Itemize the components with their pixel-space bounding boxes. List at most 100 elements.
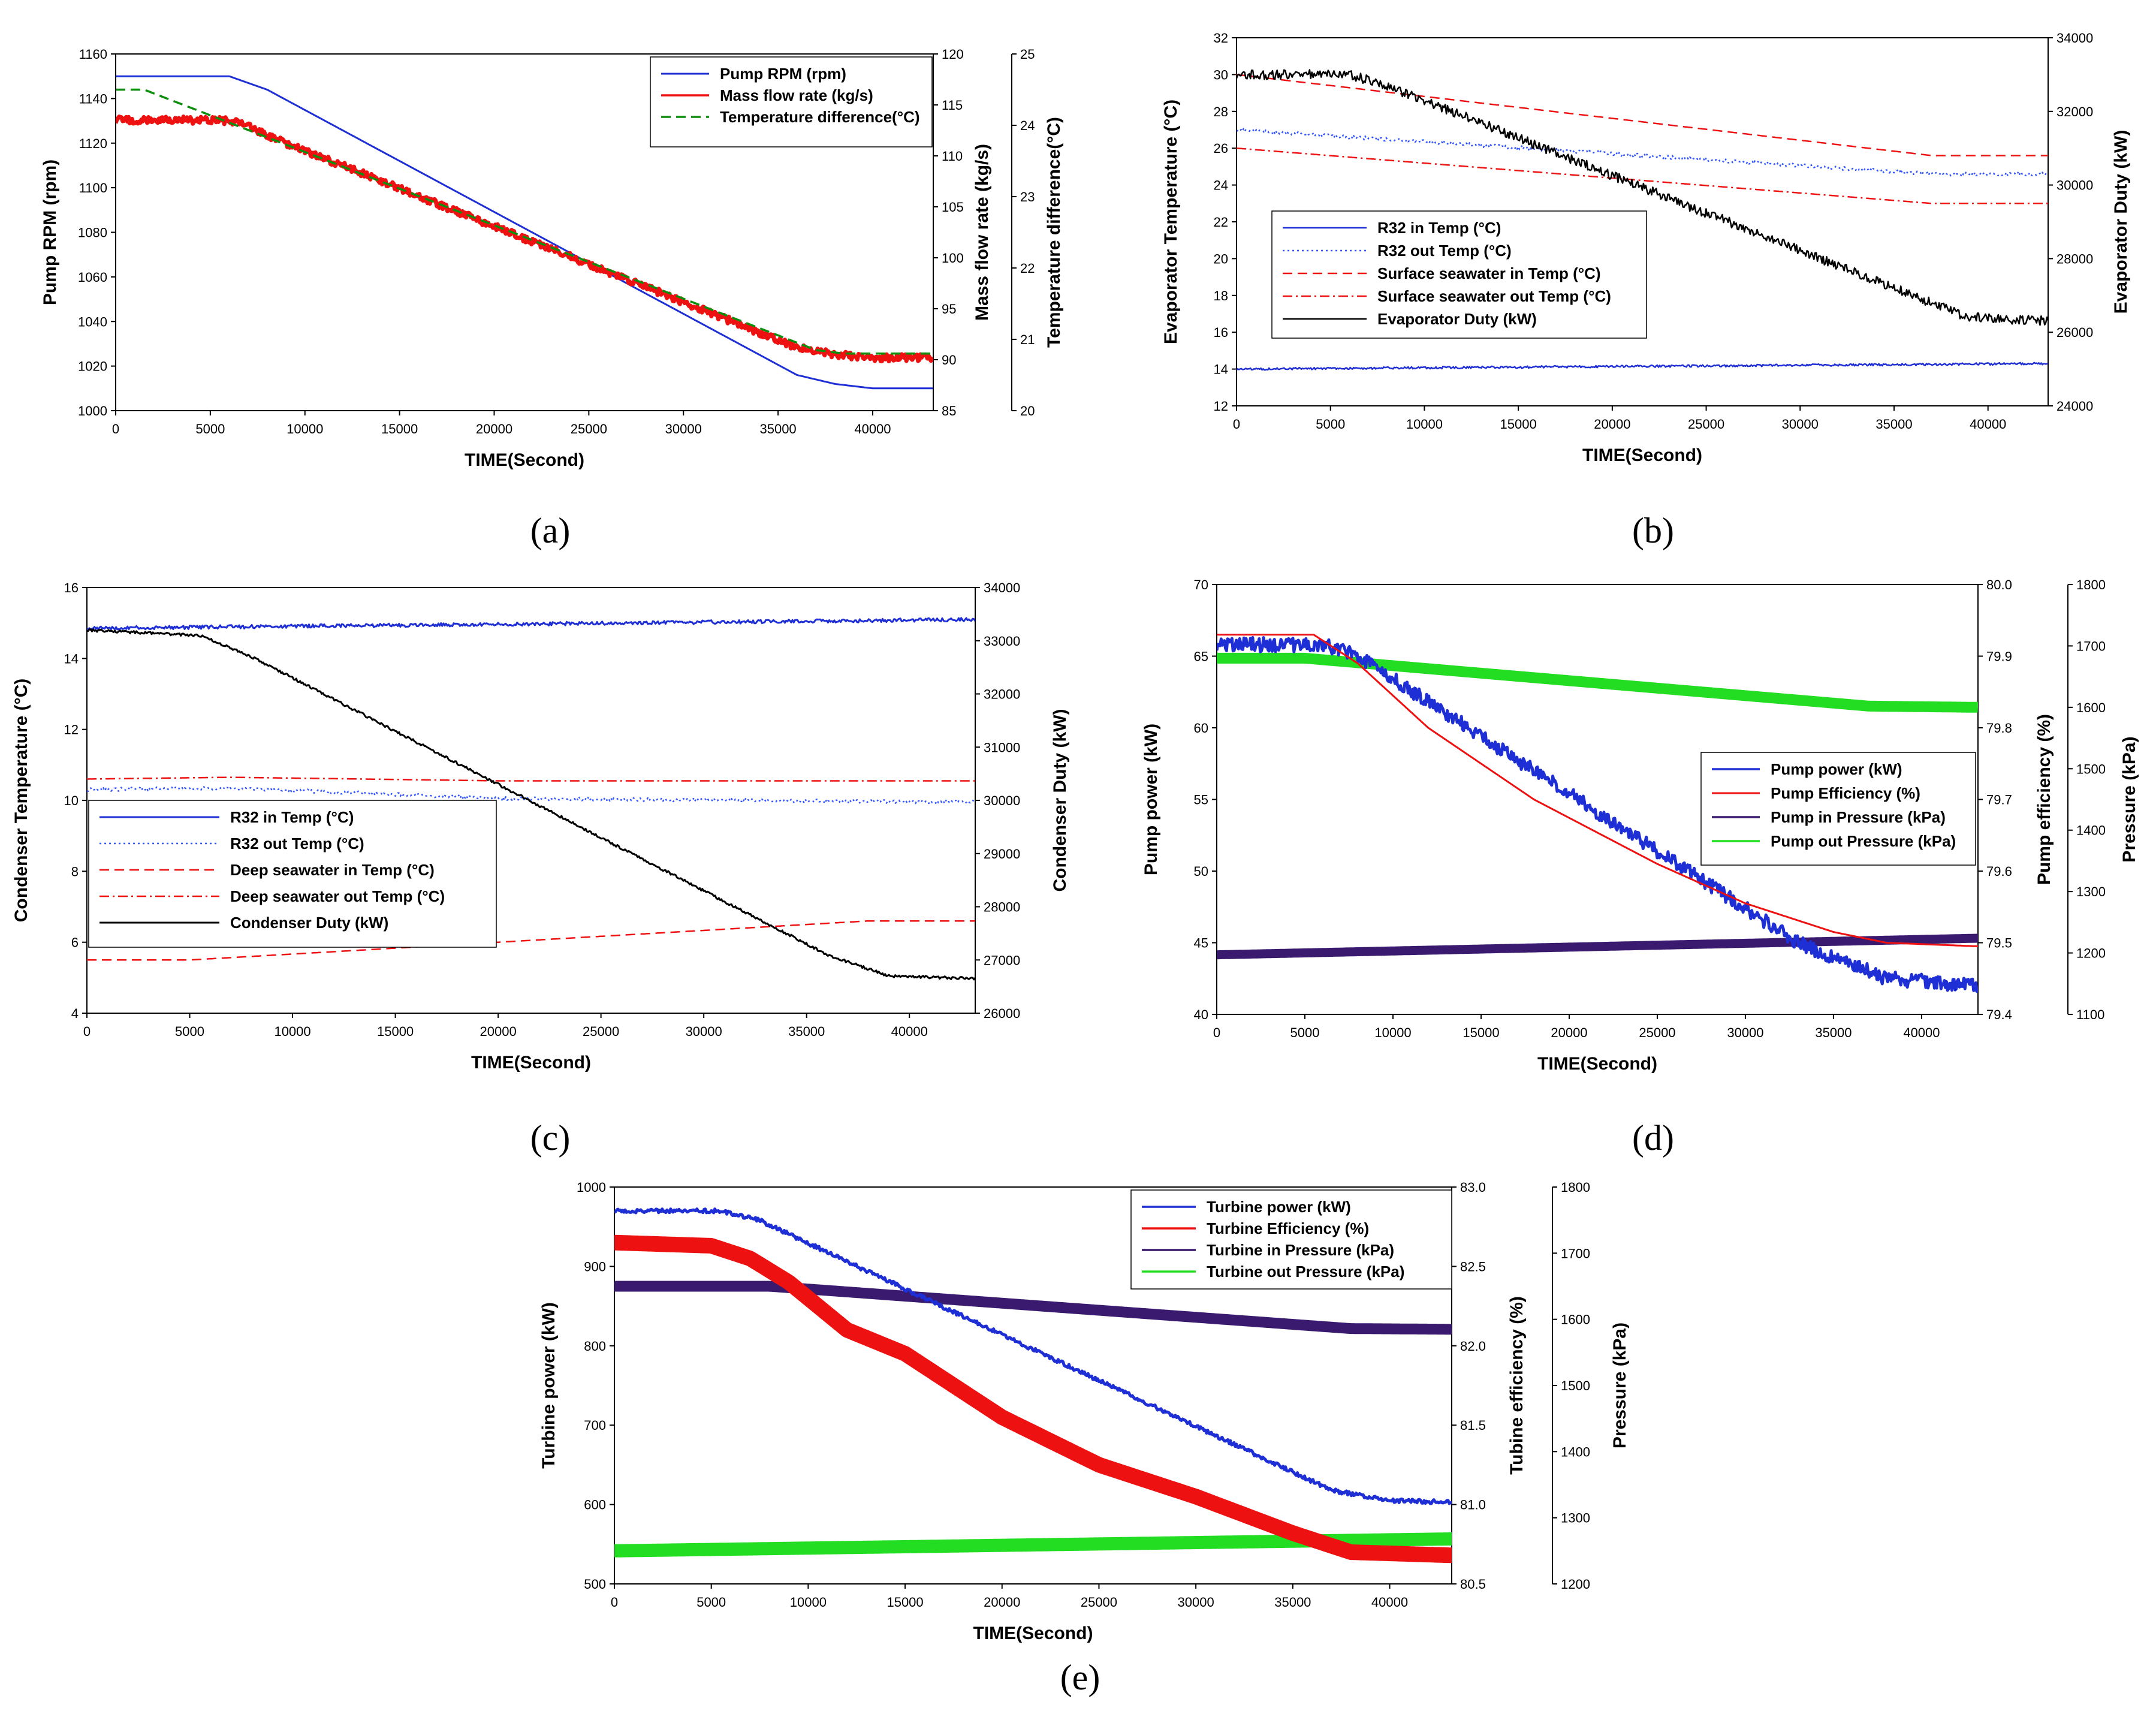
legend-entry: Turbine in Pressure (kPa) [1207, 1241, 1394, 1259]
y-tick-label: 1700 [1561, 1246, 1590, 1261]
plot-area [87, 617, 975, 981]
series-line [1237, 147, 2048, 204]
series-line [1237, 74, 2048, 156]
y-tick-label: 79.9 [1986, 649, 2012, 664]
chart-c: 0 5000 10000 15000 20000 25000 30000 35000 40000… [11, 580, 1070, 1158]
plot-frame [614, 1186, 1452, 1585]
series-line [87, 920, 975, 961]
y-tick-label: 1000 [78, 403, 107, 418]
y-tick-label: 1200 [1561, 1577, 1590, 1592]
y-tick-label: 22 [1020, 261, 1035, 276]
y-axis-label: Tubine efficiency (%) [1507, 1296, 1527, 1475]
y-tick-label: 82.0 [1460, 1339, 1486, 1354]
y-tick-label: 12 [1214, 399, 1228, 414]
y-tick-label: 20 [1214, 251, 1228, 266]
panel-label: (e) [1060, 1658, 1100, 1697]
y-tick-label: 700 [584, 1418, 606, 1433]
y-tick-label: 30000 [2057, 178, 2093, 193]
series-line [87, 785, 975, 805]
y-tick-label: 85 [942, 403, 956, 418]
y-tick-label: 16 [64, 580, 79, 595]
series-line [614, 1234, 1452, 1564]
y-tick-label: 120 [942, 47, 964, 62]
x-tick-label: 15000 [1463, 1025, 1499, 1040]
y-tick-label: 34000 [984, 580, 1020, 595]
series-line [1217, 933, 1978, 960]
y-tick-label: 24000 [2057, 399, 2093, 414]
y-tick-label: 22 [1214, 215, 1228, 230]
x-tick-label: 35000 [759, 421, 796, 436]
legend-entry: R32 in Temp (°C) [230, 808, 354, 826]
x-tick-label: 40000 [891, 1024, 928, 1039]
y-tick-label: 110 [942, 149, 963, 164]
y-tick-label: 83.0 [1460, 1180, 1486, 1195]
chart-a: 0 5000 10000 15000 20000 25000 30000 35000 40000… [40, 47, 1064, 550]
legend: Pump RPM (rpm) Mass flow rate (kg/s) Tempe… [650, 56, 933, 147]
legend-entry: Pump power (kW) [1771, 760, 1902, 778]
y-axis-label: Evaporator Temperature (°C) [1161, 100, 1181, 344]
y-tick-label: 60 [1194, 721, 1208, 736]
x-tick-label: 5000 [195, 421, 225, 436]
y-axis-label: Turbine power (kW) [539, 1302, 559, 1469]
y-tick-label: 31000 [984, 740, 1020, 755]
y-tick-label: 14 [1214, 362, 1228, 377]
y-tick-label: 1600 [1561, 1312, 1590, 1327]
y-tick-label: 30000 [984, 793, 1020, 808]
y-tick-label: 1800 [2076, 577, 2106, 592]
y-tick-label: 1100 [79, 180, 107, 195]
y-tick-label: 1060 [78, 270, 107, 285]
legend-entry: Deep seawater out Temp (°C) [230, 887, 445, 905]
y-tick-label: 20 [1020, 403, 1035, 418]
series-line [614, 1207, 1452, 1505]
y-tick-label: 90 [942, 353, 956, 367]
x-tick-label: 25000 [1639, 1025, 1675, 1040]
legend-entry: Pump out Pressure (kPa) [1771, 832, 1956, 850]
panel-label: (d) [1632, 1118, 1674, 1158]
legend-box [1700, 752, 1976, 866]
y-tick-label: 1160 [79, 47, 107, 62]
chart-d: 0 5000 10000 15000 20000 25000 30000 35000 40000… [1141, 577, 2139, 1158]
x-tick-label: 5000 [696, 1595, 726, 1610]
y-tick-label: 100 [942, 251, 964, 266]
y-tick-label: 14 [64, 651, 79, 666]
y-tick-label: 27000 [984, 953, 1020, 968]
y-tick-label: 79.5 [1986, 936, 2012, 951]
x-tick-label: 0 [611, 1595, 618, 1610]
x-tick-label: 5000 [175, 1024, 204, 1039]
x-tick-label: 15000 [377, 1024, 414, 1039]
y-tick-label: 79.4 [1986, 1007, 2012, 1022]
series-line [116, 115, 933, 363]
x-tick-label: 0 [1213, 1025, 1220, 1040]
y-tick-label: 28 [1214, 104, 1228, 119]
x-axis-label: TIME(Second) [465, 450, 584, 470]
plot-area [614, 1207, 1452, 1564]
x-tick-label: 20000 [984, 1595, 1020, 1610]
y-tick-label: 900 [584, 1259, 606, 1274]
x-tick-label: 15000 [886, 1595, 923, 1610]
y-tick-label: 18 [1214, 288, 1228, 303]
panel-label: (a) [530, 511, 571, 550]
y-tick-label: 32 [1214, 31, 1228, 46]
x-tick-label: 40000 [1903, 1025, 1940, 1040]
plot-area [1237, 69, 2048, 371]
y-tick-label: 79.6 [1986, 864, 2012, 879]
legend-entry: Temperature difference(°C) [720, 108, 920, 126]
y-tick-label: 32000 [2057, 104, 2093, 119]
legend-entry: Pump in Pressure (kPa) [1771, 808, 1946, 826]
x-tick-label: 25000 [1688, 417, 1724, 432]
y-tick-label: 50 [1194, 864, 1208, 879]
y-tick-label: 115 [942, 98, 963, 113]
y-tick-label: 33000 [984, 634, 1020, 649]
series-line [1237, 128, 2048, 177]
series-line [1217, 636, 1978, 993]
y-axis-label: Condenser Duty (kW) [1050, 709, 1070, 891]
y-tick-label: 1800 [1561, 1180, 1590, 1195]
panel-label: (b) [1632, 511, 1674, 550]
x-tick-label: 20000 [480, 1024, 517, 1039]
y-tick-label: 1020 [78, 359, 107, 374]
x-tick-label: 30000 [665, 421, 702, 436]
y-tick-label: 26000 [2057, 325, 2093, 340]
legend-entry: Evaporator Duty (kW) [1377, 310, 1537, 328]
x-tick-label: 20000 [1594, 417, 1630, 432]
